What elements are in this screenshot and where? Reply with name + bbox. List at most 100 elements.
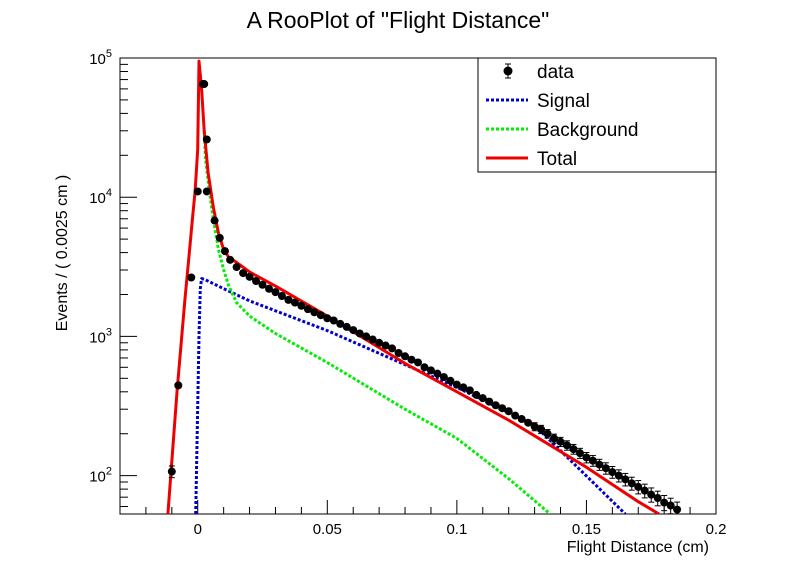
x-tick-label: 0.05 (313, 521, 342, 538)
x-tick-label: 0.15 (572, 521, 601, 538)
legend: data Signal Background Total (477, 57, 717, 173)
data-point (621, 475, 630, 484)
legend-label-total: Total (537, 149, 577, 170)
data-point (202, 135, 211, 144)
y-tick-label: 102 (89, 466, 112, 486)
data-point (426, 366, 435, 375)
data-point (485, 397, 494, 406)
y-tick-label: 104 (89, 187, 112, 207)
data-point (433, 369, 442, 378)
data-point (252, 277, 261, 286)
data-point (550, 434, 559, 443)
data-point (452, 380, 461, 389)
data-point (569, 445, 578, 454)
data-point (174, 381, 183, 390)
data-point (653, 494, 662, 503)
data-point (232, 263, 241, 272)
data-point (316, 311, 325, 320)
data-point (627, 479, 636, 488)
data-point (491, 401, 500, 410)
x-tick-label: 0.2 (706, 521, 727, 538)
legend-box (477, 57, 717, 173)
y-tick-exponent: 5 (106, 48, 112, 60)
data-point (336, 319, 345, 328)
data-point (414, 358, 422, 367)
data-point (478, 394, 487, 403)
data-point (394, 349, 403, 358)
data-point (323, 314, 332, 323)
y-tick-base: 10 (89, 51, 106, 68)
data-point (647, 490, 656, 499)
y-tick-base: 10 (89, 329, 106, 346)
data-point (543, 429, 552, 438)
data-point (582, 453, 591, 462)
data-point (220, 247, 229, 256)
data-point (614, 471, 623, 480)
data-point (245, 272, 254, 281)
data-point (193, 187, 202, 196)
legend-label-signal: Signal (537, 91, 590, 112)
data-point (575, 449, 584, 458)
y-axis-label: Events / ( 0.0025 cm ) (54, 175, 71, 332)
y-tick-label: 105 (89, 48, 112, 68)
data-point (595, 460, 604, 469)
data-point (284, 295, 293, 304)
y-tick-exponent: 4 (106, 187, 112, 199)
data-point (187, 273, 196, 282)
data-point (660, 498, 669, 507)
data-point (271, 288, 280, 297)
legend-label-background: Background (537, 120, 638, 141)
data-points-layer (167, 80, 682, 514)
data-point (601, 464, 610, 473)
data-point (202, 187, 211, 196)
plot-frame (119, 57, 717, 515)
data-point (198, 80, 207, 89)
data-point (446, 376, 455, 385)
data-point (401, 352, 410, 361)
data-point (517, 415, 526, 424)
data-point (634, 482, 643, 491)
y-tick-base: 10 (89, 190, 106, 207)
data-point (511, 411, 520, 420)
data-point (265, 284, 273, 293)
x-tick-label: 0 (194, 521, 202, 538)
data-point (355, 329, 364, 338)
data-point (498, 404, 507, 413)
y-tick-exponent: 3 (106, 326, 112, 338)
legend-label-data: data (537, 62, 574, 83)
series-line-background (202, 130, 552, 514)
data-point (465, 386, 474, 395)
data-point (439, 373, 448, 382)
data-point (226, 255, 235, 264)
data-point (530, 422, 539, 431)
data-point (303, 305, 312, 314)
legend-marker-data (503, 66, 513, 76)
data-point (588, 456, 597, 465)
chart-title: A RooPlot of "Flight Distance" (247, 7, 550, 33)
data-point (608, 468, 617, 477)
data-point (215, 233, 224, 242)
data-point (666, 501, 675, 510)
data-point (362, 332, 371, 341)
data-point (420, 363, 429, 372)
data-point (310, 308, 319, 317)
data-point (504, 407, 513, 416)
y-tick-label: 103 (89, 326, 112, 346)
data-point (537, 425, 546, 434)
data-point (640, 486, 649, 495)
data-point (290, 298, 299, 307)
data-point (239, 269, 248, 278)
data-point (210, 216, 219, 225)
data-point (297, 301, 306, 310)
data-point (277, 292, 286, 301)
data-point (407, 355, 416, 364)
series-line-total (166, 59, 660, 514)
x-tick-label: 0.1 (446, 521, 467, 538)
x-axis-label: Flight Distance (cm) (567, 539, 709, 556)
data-point (342, 322, 351, 331)
data-point (459, 383, 468, 392)
data-point (524, 418, 533, 427)
